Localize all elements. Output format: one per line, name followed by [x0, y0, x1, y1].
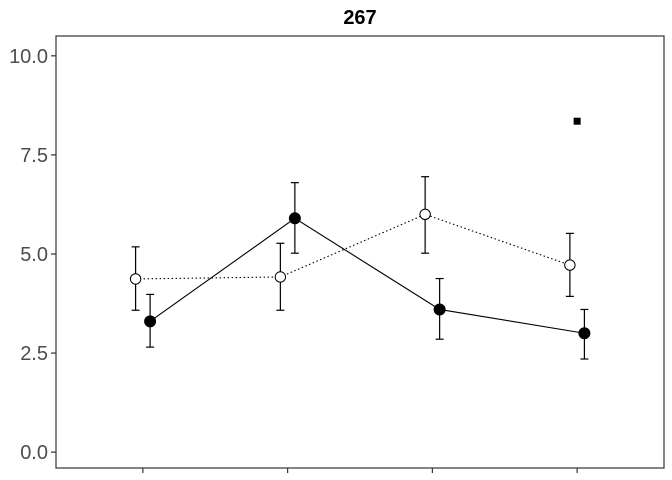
y-tick-label: 10.0	[9, 46, 48, 68]
data-point	[564, 259, 576, 271]
data-point	[129, 273, 142, 285]
data-point	[433, 303, 446, 316]
data-point	[274, 271, 287, 283]
chart-title: 267	[343, 7, 376, 29]
y-tick-label: 5.0	[20, 244, 48, 266]
extra-point-square	[573, 117, 581, 125]
data-point	[144, 315, 157, 328]
series-line	[135, 213, 571, 280]
y-tick-label: 2.5	[20, 343, 48, 365]
series-line	[149, 217, 585, 334]
y-tick-label: 7.5	[20, 145, 48, 167]
data-point	[419, 208, 431, 221]
series-1	[144, 182, 591, 360]
data-point	[288, 212, 301, 225]
x-axis	[142, 468, 578, 473]
y-tick-label: 0.0	[20, 442, 48, 464]
y-axis: 0.0 2.5 5.0 7.5 10.0	[9, 46, 56, 464]
data-point	[578, 327, 591, 340]
series-2	[129, 176, 576, 311]
series-layer	[129, 117, 591, 360]
plot-panel	[55, 35, 665, 469]
